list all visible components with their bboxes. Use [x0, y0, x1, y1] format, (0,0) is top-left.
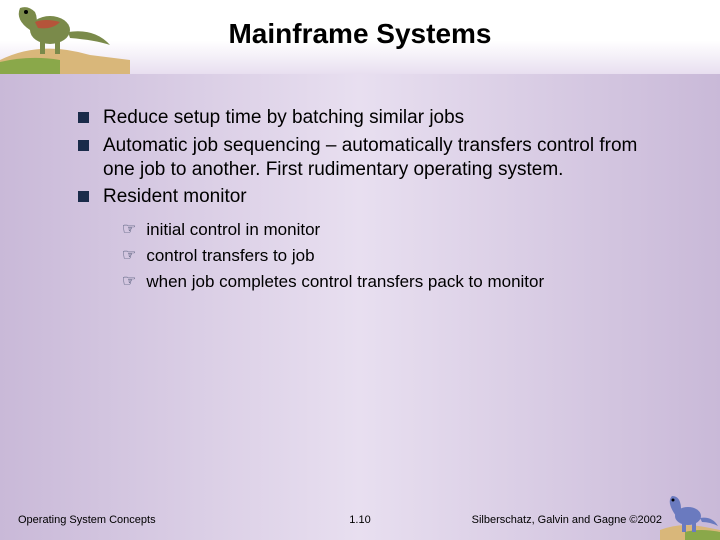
sub-bullet-text: when job completes control transfers pac… [146, 271, 544, 293]
slide-content: Reduce setup time by batching similar jo… [78, 106, 668, 297]
pointing-finger-icon: ☞ [122, 245, 136, 265]
bullet-item: Reduce setup time by batching similar jo… [78, 106, 668, 130]
square-bullet-icon [78, 140, 89, 151]
sub-bullet-item: ☞ initial control in monitor [122, 219, 668, 241]
bullet-item: Automatic job sequencing – automatically… [78, 134, 668, 182]
bullet-text: Resident monitor [103, 185, 247, 209]
sub-bullet-text: control transfers to job [146, 245, 314, 267]
sub-bullet-item: ☞ when job completes control transfers p… [122, 271, 668, 293]
square-bullet-icon [78, 191, 89, 202]
sub-bullet-list: ☞ initial control in monitor ☞ control t… [122, 219, 668, 293]
square-bullet-icon [78, 112, 89, 123]
slide-title: Mainframe Systems [0, 18, 720, 50]
pointing-finger-icon: ☞ [122, 219, 136, 239]
pointing-finger-icon: ☞ [122, 271, 136, 291]
footer-copyright: Silberschatz, Galvin and Gagne ©2002 [472, 514, 662, 526]
bullet-text: Reduce setup time by batching similar jo… [103, 106, 464, 130]
bullet-item: Resident monitor [78, 185, 668, 209]
bullet-text: Automatic job sequencing – automatically… [103, 134, 668, 182]
dino-footer-decoration [660, 492, 720, 540]
sub-bullet-item: ☞ control transfers to job [122, 245, 668, 267]
slide: Mainframe Systems Reduce setup time by b… [0, 0, 720, 540]
sub-bullet-text: initial control in monitor [146, 219, 320, 241]
